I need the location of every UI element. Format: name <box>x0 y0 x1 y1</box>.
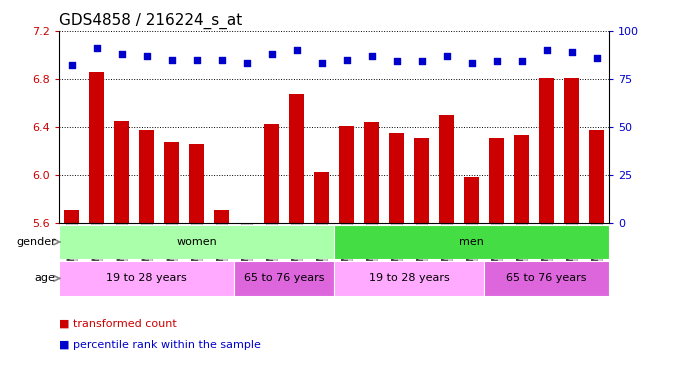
Text: GDS4858 / 216224_s_at: GDS4858 / 216224_s_at <box>59 13 242 29</box>
Text: women: women <box>176 237 217 247</box>
Point <box>566 49 577 55</box>
Bar <box>214 210 229 223</box>
Point <box>541 47 552 53</box>
Bar <box>234 261 334 296</box>
Point <box>316 60 327 66</box>
Point <box>441 53 452 59</box>
Point <box>341 56 352 63</box>
Bar <box>539 78 554 223</box>
Bar <box>89 71 104 223</box>
Bar <box>139 130 154 223</box>
Point <box>191 56 203 63</box>
Bar <box>439 115 454 223</box>
Text: 19 to 28 years: 19 to 28 years <box>106 273 187 283</box>
Point <box>66 62 77 68</box>
Point <box>166 56 177 63</box>
Text: 65 to 76 years: 65 to 76 years <box>506 273 587 283</box>
Bar <box>339 126 354 223</box>
Bar <box>414 137 429 223</box>
Bar <box>364 122 379 223</box>
Point <box>116 51 127 57</box>
Bar <box>314 172 329 223</box>
Bar <box>189 144 204 223</box>
Text: ■ transformed count: ■ transformed count <box>59 319 177 329</box>
Point <box>141 53 152 59</box>
Point <box>591 55 602 61</box>
Bar <box>59 261 234 296</box>
Bar <box>59 225 334 259</box>
Bar <box>64 210 79 223</box>
Bar <box>164 142 179 223</box>
Bar <box>289 94 304 223</box>
Point <box>241 60 252 66</box>
Point <box>216 56 227 63</box>
Text: men: men <box>459 237 484 247</box>
Bar <box>114 121 129 223</box>
Point <box>516 58 527 65</box>
Text: 65 to 76 years: 65 to 76 years <box>244 273 324 283</box>
Text: gender: gender <box>16 237 56 247</box>
Text: ■ percentile rank within the sample: ■ percentile rank within the sample <box>59 340 261 350</box>
Bar <box>564 78 579 223</box>
Bar <box>464 177 479 223</box>
Bar <box>389 133 404 223</box>
Bar <box>334 225 609 259</box>
Bar <box>589 130 604 223</box>
Point <box>91 45 102 51</box>
Bar <box>514 135 529 223</box>
Bar <box>334 261 484 296</box>
Point <box>291 47 302 53</box>
Text: age: age <box>35 273 56 283</box>
Point <box>391 58 402 65</box>
Bar <box>484 261 609 296</box>
Bar <box>489 137 504 223</box>
Point <box>366 53 377 59</box>
Bar <box>264 124 279 223</box>
Text: 19 to 28 years: 19 to 28 years <box>369 273 450 283</box>
Point <box>266 51 277 57</box>
Point <box>466 60 477 66</box>
Point <box>491 58 502 65</box>
Point <box>416 58 427 65</box>
